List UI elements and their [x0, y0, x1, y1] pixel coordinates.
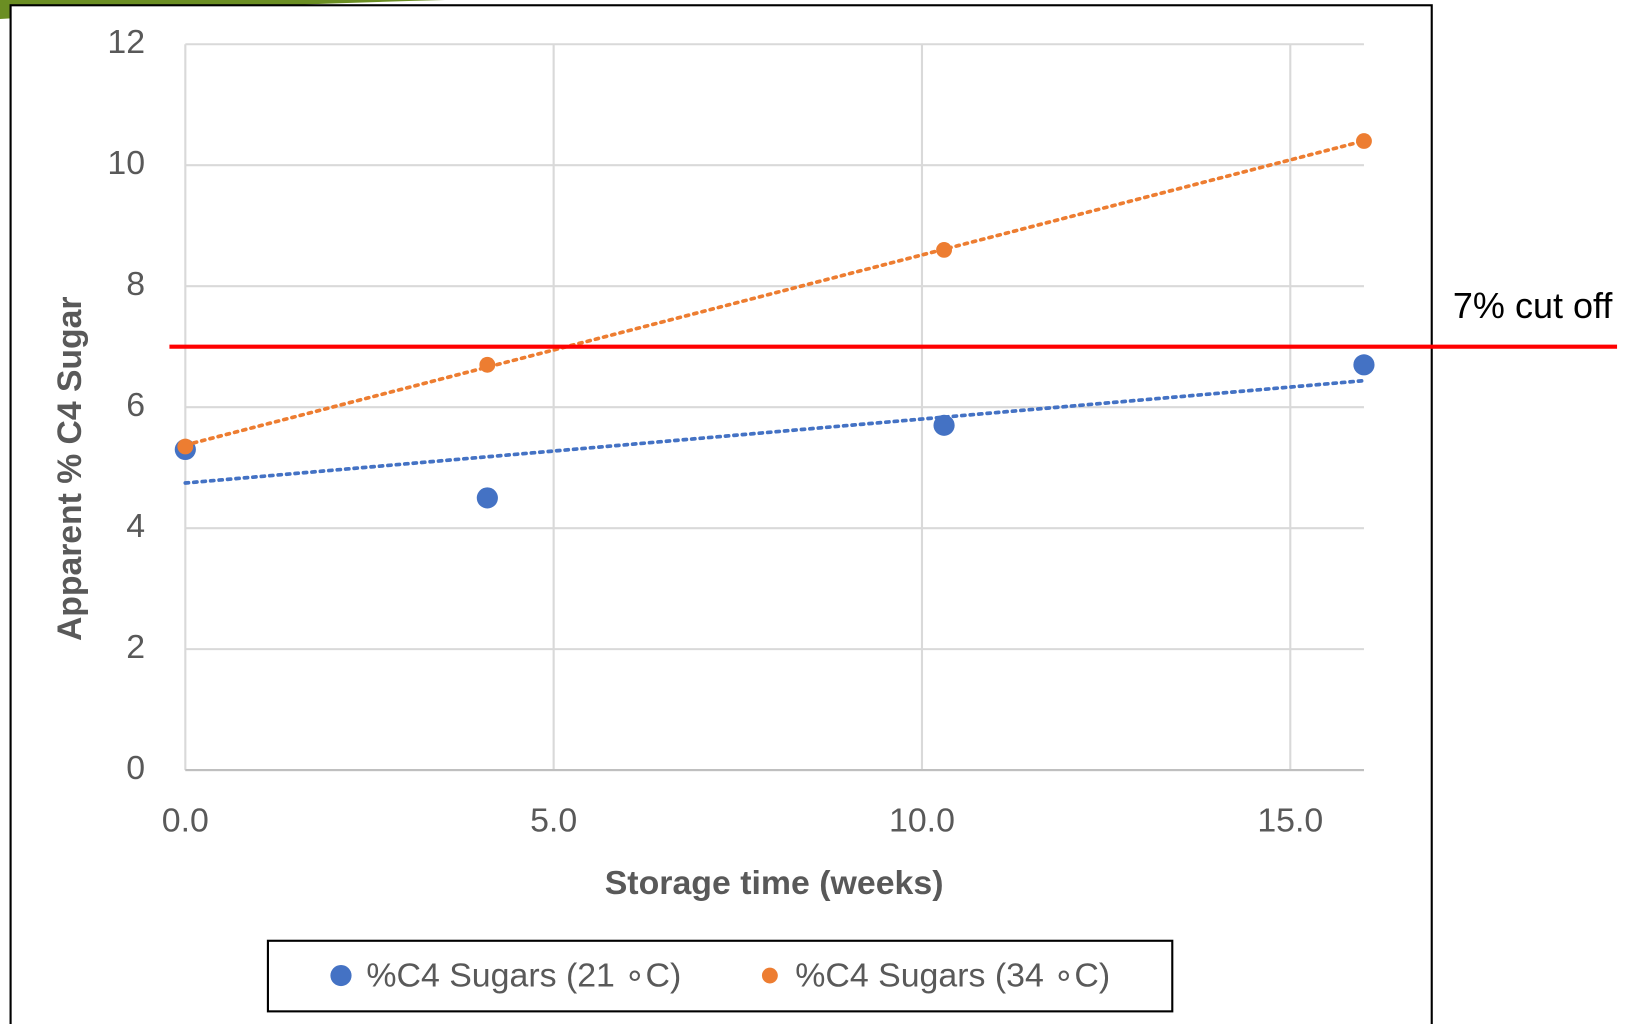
y-tick-label: 2 — [126, 628, 145, 666]
y-tick-label: 10 — [107, 144, 145, 182]
legend-label: %C4 Sugars (21 ∘C) — [366, 957, 681, 995]
y-tick-label: 6 — [126, 386, 145, 424]
data-point — [1353, 354, 1374, 375]
page: {"chart_data": { "type": "scatter", "x_l… — [0, 0, 1652, 1024]
x-tick-label: 0.0 — [162, 802, 209, 840]
y-tick-label: 12 — [107, 23, 145, 61]
x-tick-label: 15.0 — [1257, 802, 1323, 840]
data-point — [936, 242, 952, 258]
legend-marker — [330, 965, 351, 986]
y-tick-label: 4 — [126, 507, 145, 545]
y-axis-title: Apparent % C4 Sugar — [51, 297, 89, 641]
legend-marker — [762, 968, 778, 984]
data-point — [479, 357, 495, 373]
y-tick-label: 8 — [126, 265, 145, 303]
x-tick-label: 10.0 — [889, 802, 955, 840]
data-point — [177, 439, 193, 455]
data-point — [933, 415, 954, 436]
y-tick-label: 0 — [126, 749, 145, 787]
chart: Apparent % C4 Sugar Storage time (weeks)… — [0, 0, 1652, 1024]
x-tick-label: 5.0 — [530, 802, 577, 840]
reference-label: 7% cut off — [1453, 285, 1613, 326]
x-axis-title: Storage time (weeks) — [605, 864, 944, 902]
data-point — [477, 487, 498, 508]
data-point — [1356, 133, 1372, 149]
legend-label: %C4 Sugars (34 ∘C) — [795, 957, 1110, 995]
